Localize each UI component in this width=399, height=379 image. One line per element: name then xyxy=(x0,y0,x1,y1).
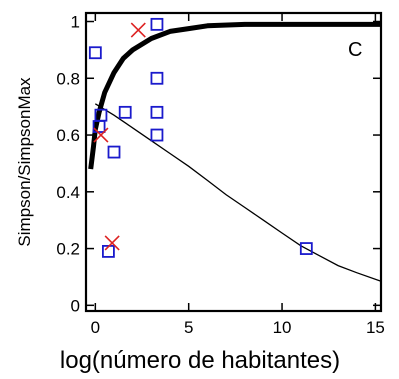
y-tick-label: 0.6 xyxy=(56,126,80,145)
cross-point xyxy=(104,235,120,251)
x-tick-label: 10 xyxy=(273,318,292,337)
square-point xyxy=(118,105,132,119)
square-point xyxy=(299,242,313,255)
markers-layer xyxy=(88,17,313,258)
cross-point xyxy=(130,22,146,38)
plot-background xyxy=(86,13,381,311)
x-tick-label: 5 xyxy=(184,318,193,337)
y-tick-label: 0 xyxy=(71,296,80,315)
y-tick-label: 1 xyxy=(71,13,80,32)
square-point xyxy=(92,120,106,133)
y-axis-title: Simpson/SimpsonMax xyxy=(15,77,34,247)
x-axis: 0 5 10 15 xyxy=(91,13,385,337)
x-tick-label: 0 xyxy=(91,318,100,337)
x-tick-label: 15 xyxy=(366,318,385,337)
square-point xyxy=(150,105,164,119)
square-point xyxy=(150,128,164,142)
plot-frame xyxy=(84,11,383,313)
y-tick-label: 0.4 xyxy=(56,183,80,202)
y-tick-label: 0.2 xyxy=(56,240,80,259)
square-point xyxy=(107,145,121,159)
y-axis: 0 0.2 0.4 0.6 0.8 1 xyxy=(56,13,381,315)
y-tick-label: 0.8 xyxy=(56,69,80,88)
x-axis-title: log(número de habitantes) xyxy=(60,347,340,374)
cross-point xyxy=(93,127,109,143)
panel-label: C xyxy=(348,39,362,61)
square-point xyxy=(88,46,102,60)
thin-fitted-curve xyxy=(94,103,382,282)
square-point xyxy=(150,71,164,85)
square-point xyxy=(150,17,164,31)
